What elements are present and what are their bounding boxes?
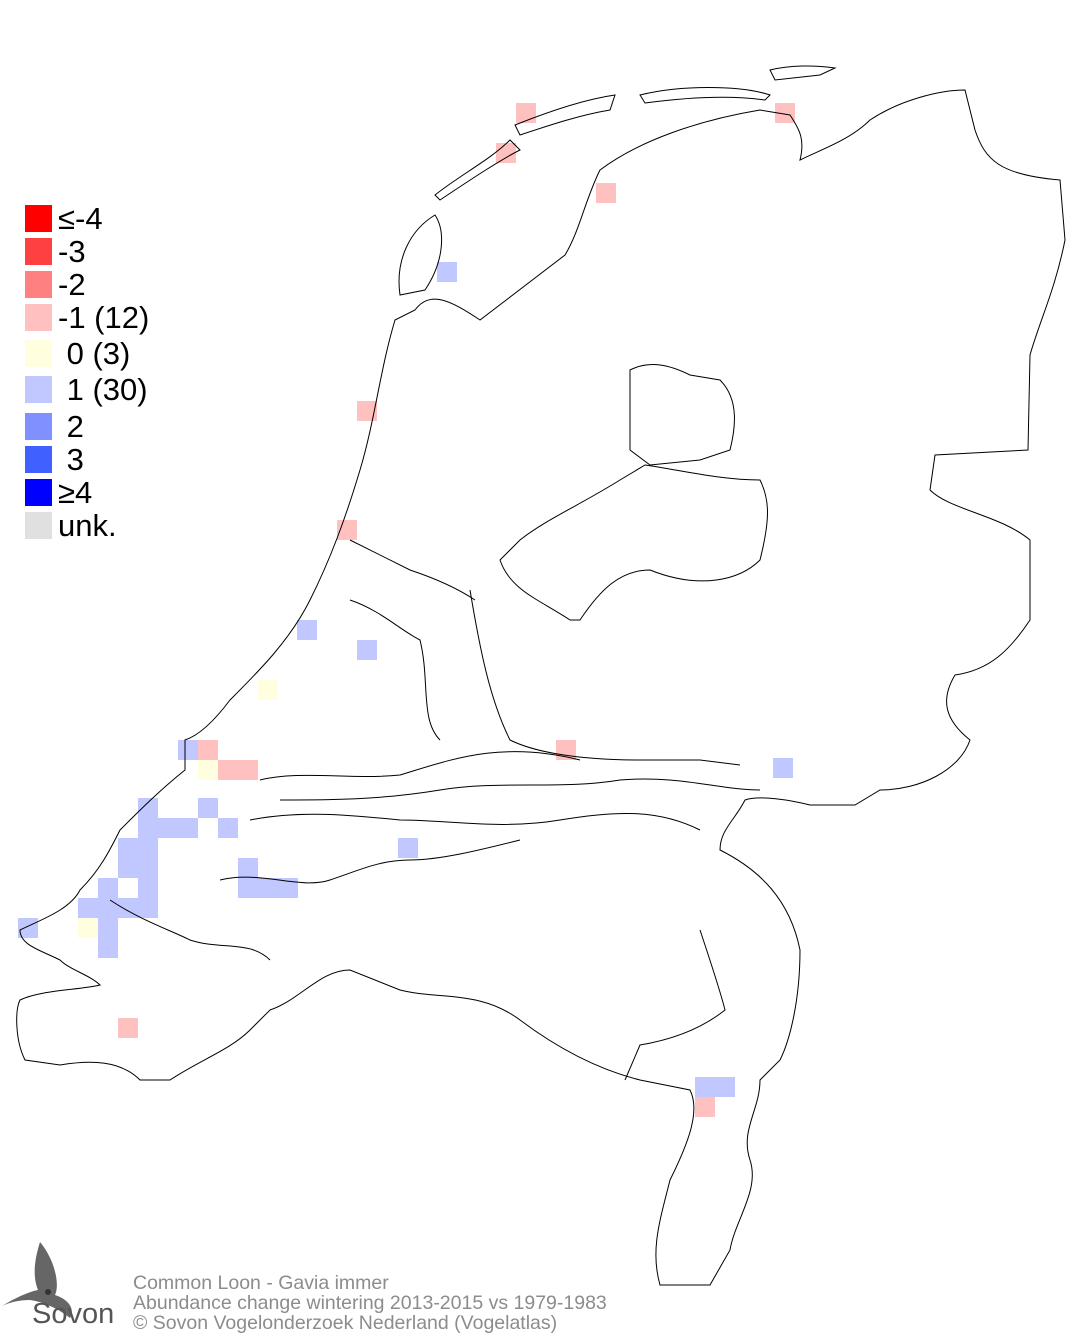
grid-cell-minus1: [357, 401, 377, 421]
grid-cell-plus1: [118, 838, 138, 858]
grid-cell-plus1: [18, 918, 38, 938]
grid-cell-plus1: [437, 262, 457, 282]
grid-cell-plus1: [398, 838, 418, 858]
legend-label: 3: [58, 442, 84, 477]
grid-cell-zero: [78, 918, 98, 938]
legend-swatch: [25, 512, 52, 539]
grid-cell-plus1: [98, 898, 118, 918]
legend-swatch: [25, 340, 52, 367]
legend-item: 0 (3): [25, 336, 131, 371]
grid-cell-plus1: [238, 858, 258, 878]
grid-cell-minus1: [775, 103, 795, 123]
legend-item: 1 (30): [25, 372, 148, 407]
legend-item: -3: [25, 234, 86, 269]
legend-item: unk.: [25, 508, 117, 543]
legend-item: -1 (12): [25, 300, 150, 335]
grid-cell-plus1: [138, 818, 158, 838]
grid-cell-minus1: [516, 103, 536, 123]
grid-cell-minus1: [198, 740, 218, 760]
grid-cell-plus1: [138, 798, 158, 818]
legend-swatch: [25, 205, 52, 232]
grid-cell-plus1: [138, 878, 158, 898]
grid-cell-minus1: [238, 760, 258, 780]
grid-cell-plus1: [98, 878, 118, 898]
grid-cell-plus1: [218, 818, 238, 838]
grid-cell-minus1: [695, 1097, 715, 1117]
legend-item: 3: [25, 442, 84, 477]
grid-cell-plus1: [238, 878, 258, 898]
legend-label: -1 (12): [58, 300, 150, 335]
grid-cell-plus1: [178, 740, 198, 760]
legend-swatch: [25, 271, 52, 298]
grid-cell-plus1: [138, 838, 158, 858]
grid-cell-plus1: [138, 898, 158, 918]
grid-cell-plus1: [98, 938, 118, 958]
grid-cell-plus1: [278, 878, 298, 898]
grid-cell-plus1: [118, 858, 138, 878]
grid-cell-plus1: [258, 878, 278, 898]
legend-swatch: [25, 304, 52, 331]
grid-cells: [18, 103, 795, 1117]
grid-cell-plus1: [198, 798, 218, 818]
grid-cell-plus1: [773, 758, 793, 778]
grid-cell-minus1: [218, 760, 238, 780]
grid-cell-minus1: [496, 143, 516, 163]
logo-text: Sovon: [32, 1298, 115, 1330]
legend-label: ≤-4: [58, 201, 103, 236]
sovon-swallow-logo: [2, 1242, 72, 1318]
legend-swatch: [25, 238, 52, 265]
legend-label: ≥4: [58, 475, 93, 510]
legend-label: 0 (3): [58, 336, 131, 371]
species-name: Common Loon - Gavia immer: [133, 1272, 389, 1294]
legend-label: -2: [58, 267, 86, 302]
grid-cell-plus1: [297, 620, 317, 640]
legend-swatch: [25, 376, 52, 403]
grid-cell-plus1: [357, 640, 377, 660]
grid-cell-plus1: [158, 818, 178, 838]
grid-cell-plus1: [78, 898, 98, 918]
grid-cell-plus1: [695, 1077, 715, 1097]
grid-cell-plus1: [715, 1077, 735, 1097]
grid-cell-zero: [198, 760, 218, 780]
grid-cell-minus1: [596, 183, 616, 203]
grid-cell-zero: [258, 680, 278, 700]
legend-item: 2: [25, 409, 84, 444]
grid-cell-plus1: [98, 918, 118, 938]
legend-label: -3: [58, 234, 86, 269]
legend-label: unk.: [58, 508, 117, 543]
grid-cell-minus1: [118, 1018, 138, 1038]
map-caption: Common Loon - Gavia immer Abundance chan…: [133, 1273, 607, 1333]
legend-item: -2: [25, 267, 86, 302]
legend-label: 1 (30): [58, 372, 148, 407]
country-outline: [16, 65, 1066, 1286]
map-subtitle: Abundance change wintering 2013-2015 vs …: [133, 1292, 607, 1314]
grid-cell-plus1: [138, 858, 158, 878]
legend-swatch: [25, 479, 52, 506]
legend-swatch: [25, 413, 52, 440]
grid-cell-plus1: [178, 818, 198, 838]
legend-label: 2: [58, 409, 84, 444]
legend-item: ≥4: [25, 475, 93, 510]
copyright: © Sovon Vogelonderzoek Nederland (Vogela…: [133, 1312, 558, 1334]
legend-item: ≤-4: [25, 201, 103, 236]
legend-swatch: [25, 446, 52, 473]
